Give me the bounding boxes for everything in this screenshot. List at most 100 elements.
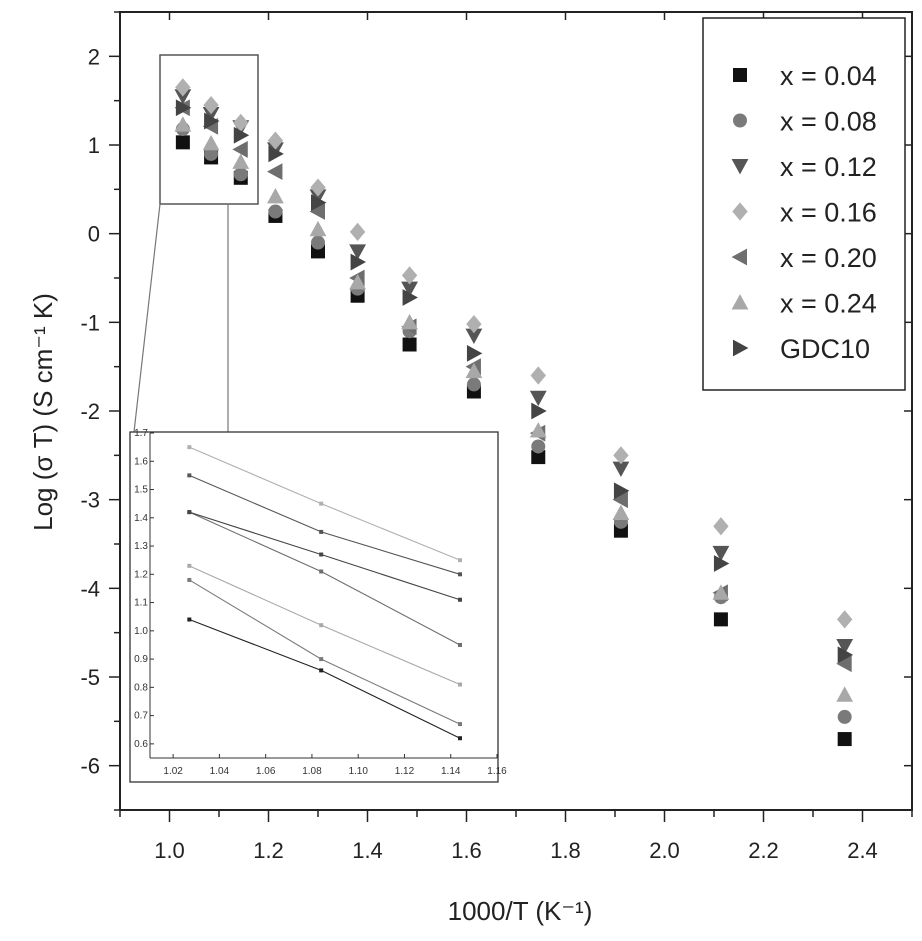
x-tick-label: 1.2: [253, 838, 284, 863]
data-point-x-0-20: [267, 163, 283, 180]
inset-y-tick-label: 0.7: [134, 711, 148, 722]
inset-y-tick-label: 0.9: [134, 654, 148, 665]
legend-label: x = 0.08: [780, 107, 877, 137]
x-tick-label: 2.4: [847, 838, 878, 863]
inset-y-tick-label: 1.5: [134, 485, 148, 496]
legend-item-x-0-16: x = 0.16: [732, 198, 877, 228]
y-tick-label: 0: [88, 222, 100, 247]
inset-y-tick-label: 1.3: [134, 541, 148, 552]
data-point-gdc10: [837, 646, 854, 664]
y-axis-title: Log (σ T) (S cm⁻¹ K): [28, 293, 58, 531]
inset-point-x-0-12: [187, 473, 192, 478]
data-point-x-0-20: [612, 491, 628, 509]
inset-plot: 1.7 1.6 1.5 1.4 1.3 1.2 1.1 1.0 0.9 0.8 0.7 0.6 1.02…: [129, 428, 507, 783]
legend-item-x-0-12: x = 0.12: [731, 152, 877, 182]
inset-y-tick-label: 1.6: [134, 456, 148, 467]
data-point-gdc10: [466, 344, 483, 362]
inset-point-x-0-08: [319, 657, 324, 662]
data-point-x-0-08: [531, 439, 546, 454]
series-x-0-12: [174, 89, 854, 655]
inset-point-x-0-04: [457, 736, 462, 741]
x-tick-label: 1.6: [451, 838, 482, 863]
data-point-x-0-24: [174, 116, 192, 132]
data-point-gdc10: [613, 482, 630, 500]
inset-y-tick-label: 1.2: [134, 569, 148, 580]
data-point-x-0-04: [402, 337, 417, 352]
data-point-x-0-20: [309, 203, 325, 220]
data-point-gdc10: [175, 99, 192, 117]
data-point-x-0-16: [466, 315, 482, 334]
inset-x-tick-label: 1.04: [210, 766, 230, 777]
inset-point-x-0-16: [187, 445, 192, 450]
data-point-x-0-12: [174, 89, 192, 105]
data-point-x-0-08: [268, 204, 283, 219]
data-point-gdc10: [531, 402, 547, 420]
zoom-connector-left: [133, 203, 161, 433]
x-tick-label: 2.0: [649, 838, 680, 863]
legend-marker-x-0-24: [731, 294, 749, 310]
legend-label: x = 0.20: [780, 243, 877, 273]
legend-item-x-0-04: x = 0.04: [733, 61, 877, 91]
data-point-x-0-12: [836, 638, 854, 655]
data-point-x-0-24: [401, 313, 418, 330]
legend-marker-x-0-08: [733, 113, 747, 128]
x-tick-label: 1.0: [154, 838, 185, 863]
data-point-x-0-16: [175, 78, 191, 97]
data-point-x-0-12: [465, 328, 483, 345]
x-axis-title: 1000/T (K⁻¹): [448, 896, 593, 926]
data-point-gdc10: [204, 112, 220, 130]
y-tick-label: -3: [80, 488, 100, 513]
data-point-x-0-08: [233, 167, 248, 182]
data-point-x-0-12: [612, 461, 630, 478]
y-tick-label: 2: [88, 44, 100, 69]
zoom-callout: [133, 54, 259, 433]
inset-series-x-0-08: [187, 577, 462, 727]
y-tick-label: -5: [80, 665, 100, 690]
zoom-region-box: [159, 54, 259, 205]
legend-label: x = 0.24: [780, 289, 877, 319]
data-point-x-0-16: [836, 610, 853, 629]
y-tick-label: -4: [80, 576, 100, 601]
data-point-x-0-16: [349, 222, 366, 241]
inset-y-tick-label: 1.7: [134, 428, 148, 439]
data-point-x-0-08: [837, 709, 852, 724]
inset-x-tick-label: 1.12: [395, 766, 415, 777]
data-point-gdc10: [350, 253, 366, 271]
x-tick-label: 1.8: [550, 838, 581, 863]
data-point-gdc10: [713, 555, 730, 572]
inset-series-x-0-04: [187, 617, 462, 741]
series-gdc10: [175, 99, 854, 664]
inset-x-tick-label: 1.02: [163, 766, 183, 777]
legend-item-gdc10: GDC10: [733, 334, 870, 364]
data-point-x-0-24: [202, 134, 220, 151]
main-plot: 1.0 1.2 1.4 1.6 1.8 2.0 2.2 2.4 2 1 0 -1 -2 -3 -4 -5 -6: [80, 11, 913, 863]
inset-x-tick-label: 1.10: [348, 766, 368, 777]
inset-frame: [129, 431, 499, 783]
legend-marker-x-0-12: [731, 159, 749, 175]
legend-item-x-0-24: x = 0.24: [731, 289, 877, 319]
data-point-x-0-24: [712, 584, 730, 600]
inset-point-x-0-08: [187, 577, 192, 582]
data-point-x-0-24: [232, 153, 250, 169]
inset-point-x-0-20: [457, 642, 462, 647]
data-point-x-0-12: [529, 390, 547, 407]
legend-item-x-0-20: x = 0.20: [731, 243, 877, 273]
inset-point-gdc10: [457, 597, 462, 602]
inset-point-x-0-12: [457, 572, 462, 577]
data-point-x-0-12: [202, 106, 220, 123]
inset-point-x-0-24: [457, 682, 462, 687]
data-point-x-0-04: [175, 135, 190, 150]
data-point-gdc10: [402, 289, 418, 306]
data-point-x-0-16: [401, 266, 418, 285]
inset-series-gdc10: [187, 510, 462, 602]
data-point-x-0-16: [530, 366, 546, 385]
y-tick-label: 1: [88, 133, 100, 158]
legend-marker-gdc10: [733, 339, 749, 357]
data-point-x-0-16: [267, 131, 284, 150]
data-point-x-0-12: [712, 545, 730, 562]
data-point-x-0-20: [232, 141, 248, 158]
y-tick-label: -1: [80, 310, 100, 335]
inset-y-tick-label: 1.4: [134, 513, 148, 524]
data-point-x-0-24: [529, 422, 547, 438]
